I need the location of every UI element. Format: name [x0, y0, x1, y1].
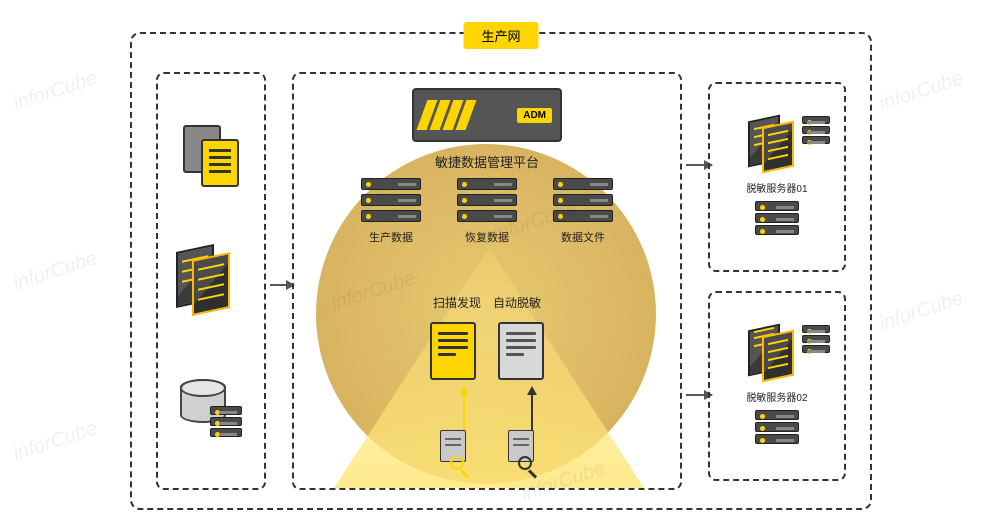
adm-device-icon: ADM: [412, 88, 562, 142]
adm-label: ADM: [517, 108, 552, 123]
auto-label: 自动脱敏: [493, 294, 541, 311]
center-panel: ADM 敏捷数据管理平台 生产数据 恢复数据 数据文件 扫描发现 自动脱敏: [292, 72, 682, 490]
title-badge: 生产网: [463, 22, 538, 49]
stack-label: 数据文件: [561, 229, 605, 245]
outer-frame: 生产网 ADM: [130, 32, 872, 510]
right-box-label: 脱敏服务器02: [746, 389, 807, 404]
platform-title: 敏捷数据管理平台: [435, 152, 539, 171]
left-column: [156, 72, 266, 490]
watermark: inforCube: [877, 287, 967, 336]
scan-unit-yellow: [436, 430, 470, 476]
stack-label: 恢复数据: [465, 229, 509, 245]
right-box-label: 脱敏服务器01: [746, 180, 807, 195]
scan-unit-dark: [504, 430, 538, 476]
magnifier-row: [436, 430, 538, 476]
watermark: inforCube: [11, 247, 101, 296]
iso-servers-icon: [176, 248, 246, 318]
stack-files: 数据文件: [553, 178, 613, 245]
magnifier-dark-icon: [518, 456, 538, 476]
scan-auto-labels: 扫描发现 自动脱敏: [433, 294, 541, 311]
document-yellow-icon: [430, 322, 476, 380]
database-icon: [180, 379, 242, 437]
right-column: 脱敏服务器01 脱敏服务器02: [708, 72, 846, 490]
mini-server-stack-icon: [755, 410, 799, 444]
right-box-1: 脱敏服务器01: [708, 82, 846, 272]
watermark: inforCube: [11, 417, 101, 466]
mini-server-stack-icon: [802, 325, 830, 353]
watermark: inforCube: [877, 67, 967, 116]
iso-servers-small-icon: [748, 118, 806, 174]
document-grey-icon: [498, 322, 544, 380]
arrow-left-to-center: [270, 284, 294, 286]
stack-production: 生产数据: [361, 178, 421, 245]
watermark: inforCube: [11, 67, 101, 116]
file-pair-icon: [183, 125, 239, 187]
iso-servers-small-icon: [748, 327, 806, 383]
mini-server-stack-icon: [755, 201, 799, 235]
scan-label: 扫描发现: [433, 294, 481, 311]
stack-recovery: 恢复数据: [457, 178, 517, 245]
server-stack-row: 生产数据 恢复数据 数据文件: [361, 178, 613, 245]
document-row: [430, 322, 544, 380]
arrow-up-dark: [531, 394, 533, 432]
right-box-2: 脱敏服务器02: [708, 291, 846, 481]
mini-server-stack-icon: [802, 116, 830, 144]
magnifier-yellow-icon: [450, 456, 470, 476]
arrow-up-yellow: [463, 394, 465, 432]
stack-label: 生产数据: [369, 229, 413, 245]
